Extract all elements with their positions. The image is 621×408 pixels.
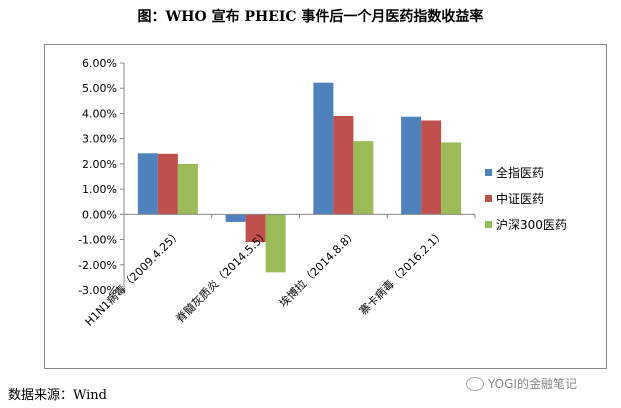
y-tick-label: -3.00% [78,284,117,297]
legend-label: 沪深300医药 [496,218,567,232]
bar [333,115,354,215]
y-tick-label: 2.00% [82,158,117,171]
y-tick-label: 0.00% [82,208,117,221]
chart-frame: 6.00% 5.00% 4.00% 3.00% 2.00% 1.00% 0.00% -1.00… [44,44,607,369]
legend-label: 中证医药 [496,191,544,206]
bar [265,214,286,273]
legend-label: 全指医药 [496,165,544,180]
y-axis: 6.00% 5.00% 4.00% 3.00% 2.00% 1.00% 0.00% -1.00… [78,57,125,297]
bars [137,82,462,273]
y-tick-label: 4.00% [82,107,117,120]
legend-swatch [485,221,492,228]
bar [177,163,198,215]
y-tick-label: 1.00% [82,183,117,196]
wechat-icon [466,376,484,391]
bar [353,141,374,215]
y-tick-label: -1.00% [78,234,117,247]
category-label: 寨卡病毒（2016.2.1） [356,227,447,318]
chart-title: 图：WHO 宣布 PHEIC 事件后一个月医药指数收益率 [137,9,484,25]
bar [421,120,442,215]
bar [313,82,334,215]
y-tick-label: 5.00% [82,82,117,95]
bar [137,153,158,215]
bar [157,153,178,215]
watermark-text: YOGI的金融笔记 [488,377,577,391]
bar-chart: 6.00% 5.00% 4.00% 3.00% 2.00% 1.00% 0.00% -1.00… [78,57,567,329]
bar [401,116,422,215]
bar [441,142,462,215]
y-tick-label: 6.00% [82,57,117,70]
bar [245,214,266,243]
category-label: 脊髓灰质炎（2014.5.5） [173,227,272,326]
watermark: YOGI的金融笔记 [466,375,577,392]
legend-swatch [485,169,492,176]
category-label: 埃博拉（2014.8.8） [276,227,359,310]
legend-swatch [485,195,492,202]
source-note: 数据来源：Wind [8,388,107,403]
y-tick-label: -2.00% [78,259,117,272]
bar [225,214,246,222]
y-tick-label: 3.00% [82,133,117,146]
